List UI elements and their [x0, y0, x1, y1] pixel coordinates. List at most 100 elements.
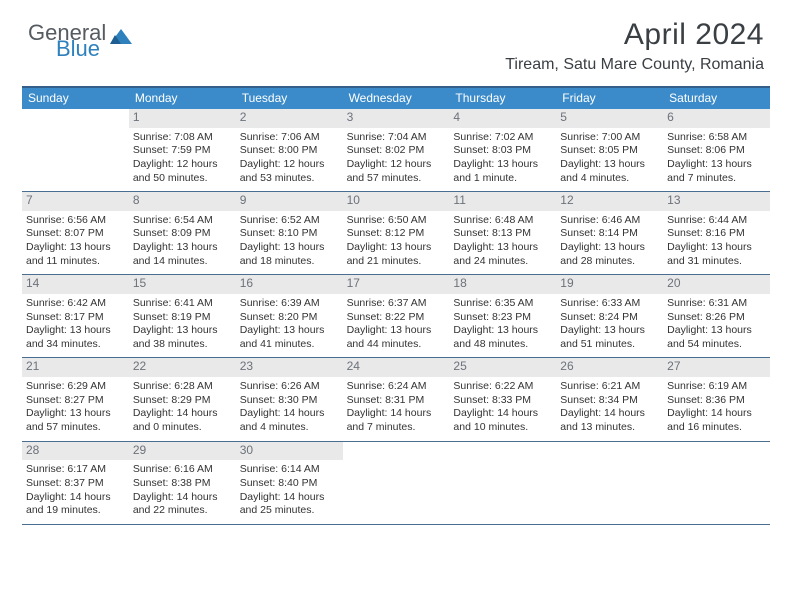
- daylight1-text: Daylight: 13 hours: [453, 324, 552, 338]
- day-cell: 30Sunrise: 6:14 AMSunset: 8:40 PMDayligh…: [236, 442, 343, 524]
- week-row: 28Sunrise: 6:17 AMSunset: 8:37 PMDayligh…: [22, 442, 770, 525]
- daylight2-text: and 38 minutes.: [133, 338, 232, 352]
- day-cell: 7Sunrise: 6:56 AMSunset: 8:07 PMDaylight…: [22, 192, 129, 274]
- day-number: 8: [129, 192, 236, 211]
- title-block: April 2024 Tiream, Satu Mare County, Rom…: [505, 18, 764, 74]
- page-header: General Blue April 2024 Tiream, Satu Mar…: [0, 0, 792, 78]
- day-number: 20: [663, 275, 770, 294]
- sunset-text: Sunset: 8:06 PM: [667, 144, 766, 158]
- sunrise-text: Sunrise: 6:50 AM: [347, 214, 446, 228]
- daylight1-text: Daylight: 13 hours: [133, 241, 232, 255]
- daylight1-text: Daylight: 13 hours: [133, 324, 232, 338]
- daylight1-text: Daylight: 13 hours: [667, 324, 766, 338]
- sunset-text: Sunset: 8:16 PM: [667, 227, 766, 241]
- daylight1-text: Daylight: 14 hours: [560, 407, 659, 421]
- sunrise-text: Sunrise: 7:02 AM: [453, 131, 552, 145]
- daylight1-text: Daylight: 13 hours: [347, 324, 446, 338]
- daylight2-text: and 7 minutes.: [667, 172, 766, 186]
- day-cell: 21Sunrise: 6:29 AMSunset: 8:27 PMDayligh…: [22, 358, 129, 440]
- daylight1-text: Daylight: 14 hours: [347, 407, 446, 421]
- day-number: 16: [236, 275, 343, 294]
- day-number: 6: [663, 109, 770, 128]
- daylight1-text: Daylight: 13 hours: [560, 241, 659, 255]
- day-number: 10: [343, 192, 450, 211]
- daylight2-text: and 31 minutes.: [667, 255, 766, 269]
- daylight2-text: and 14 minutes.: [133, 255, 232, 269]
- sunrise-text: Sunrise: 6:35 AM: [453, 297, 552, 311]
- sunrise-text: Sunrise: 6:54 AM: [133, 214, 232, 228]
- logo-triangle-icon: [110, 26, 134, 51]
- daylight2-text: and 48 minutes.: [453, 338, 552, 352]
- daylight1-text: Daylight: 14 hours: [26, 491, 125, 505]
- day-cell: 17Sunrise: 6:37 AMSunset: 8:22 PMDayligh…: [343, 275, 450, 357]
- day-cell: 23Sunrise: 6:26 AMSunset: 8:30 PMDayligh…: [236, 358, 343, 440]
- day-cell: [449, 442, 556, 524]
- sunrise-text: Sunrise: 7:00 AM: [560, 131, 659, 145]
- daylight1-text: Daylight: 13 hours: [453, 158, 552, 172]
- sunrise-text: Sunrise: 6:22 AM: [453, 380, 552, 394]
- sunset-text: Sunset: 8:27 PM: [26, 394, 125, 408]
- sunrise-text: Sunrise: 6:16 AM: [133, 463, 232, 477]
- sunrise-text: Sunrise: 6:46 AM: [560, 214, 659, 228]
- day-header: Friday: [556, 88, 663, 109]
- daylight1-text: Daylight: 13 hours: [26, 241, 125, 255]
- day-number: 13: [663, 192, 770, 211]
- sunrise-text: Sunrise: 7:08 AM: [133, 131, 232, 145]
- day-number: 27: [663, 358, 770, 377]
- sunrise-text: Sunrise: 6:41 AM: [133, 297, 232, 311]
- daylight2-text: and 4 minutes.: [240, 421, 339, 435]
- sunset-text: Sunset: 8:31 PM: [347, 394, 446, 408]
- day-header-row: SundayMondayTuesdayWednesdayThursdayFrid…: [22, 88, 770, 109]
- daylight2-text: and 25 minutes.: [240, 504, 339, 518]
- day-number: 2: [236, 109, 343, 128]
- daylight2-text: and 10 minutes.: [453, 421, 552, 435]
- daylight1-text: Daylight: 13 hours: [240, 324, 339, 338]
- day-header: Tuesday: [236, 88, 343, 109]
- day-cell: [556, 442, 663, 524]
- daylight1-text: Daylight: 12 hours: [347, 158, 446, 172]
- day-header: Thursday: [449, 88, 556, 109]
- day-number: 11: [449, 192, 556, 211]
- sunset-text: Sunset: 8:14 PM: [560, 227, 659, 241]
- logo-text-wrap: General Blue: [28, 22, 106, 60]
- daylight2-text: and 0 minutes.: [133, 421, 232, 435]
- sunset-text: Sunset: 8:00 PM: [240, 144, 339, 158]
- daylight2-text: and 11 minutes.: [26, 255, 125, 269]
- day-cell: 10Sunrise: 6:50 AMSunset: 8:12 PMDayligh…: [343, 192, 450, 274]
- sunset-text: Sunset: 8:12 PM: [347, 227, 446, 241]
- day-number: 15: [129, 275, 236, 294]
- daylight1-text: Daylight: 13 hours: [240, 241, 339, 255]
- sunset-text: Sunset: 8:24 PM: [560, 311, 659, 325]
- sunset-text: Sunset: 8:17 PM: [26, 311, 125, 325]
- daylight1-text: Daylight: 12 hours: [240, 158, 339, 172]
- location-subtitle: Tiream, Satu Mare County, Romania: [505, 56, 764, 74]
- daylight2-text: and 34 minutes.: [26, 338, 125, 352]
- day-cell: 22Sunrise: 6:28 AMSunset: 8:29 PMDayligh…: [129, 358, 236, 440]
- day-cell: 18Sunrise: 6:35 AMSunset: 8:23 PMDayligh…: [449, 275, 556, 357]
- sunrise-text: Sunrise: 6:24 AM: [347, 380, 446, 394]
- week-row: 14Sunrise: 6:42 AMSunset: 8:17 PMDayligh…: [22, 275, 770, 358]
- sunrise-text: Sunrise: 6:26 AM: [240, 380, 339, 394]
- day-header: Sunday: [22, 88, 129, 109]
- day-cell: 16Sunrise: 6:39 AMSunset: 8:20 PMDayligh…: [236, 275, 343, 357]
- sunrise-text: Sunrise: 7:04 AM: [347, 131, 446, 145]
- sunrise-text: Sunrise: 6:37 AM: [347, 297, 446, 311]
- daylight2-text: and 41 minutes.: [240, 338, 339, 352]
- day-number: 14: [22, 275, 129, 294]
- sunset-text: Sunset: 8:34 PM: [560, 394, 659, 408]
- sunset-text: Sunset: 8:40 PM: [240, 477, 339, 491]
- day-cell: 25Sunrise: 6:22 AMSunset: 8:33 PMDayligh…: [449, 358, 556, 440]
- day-cell: 27Sunrise: 6:19 AMSunset: 8:36 PMDayligh…: [663, 358, 770, 440]
- day-cell: 24Sunrise: 6:24 AMSunset: 8:31 PMDayligh…: [343, 358, 450, 440]
- sunset-text: Sunset: 8:29 PM: [133, 394, 232, 408]
- day-cell: 29Sunrise: 6:16 AMSunset: 8:38 PMDayligh…: [129, 442, 236, 524]
- daylight2-text: and 18 minutes.: [240, 255, 339, 269]
- sunrise-text: Sunrise: 6:56 AM: [26, 214, 125, 228]
- sunrise-text: Sunrise: 6:44 AM: [667, 214, 766, 228]
- day-number: 17: [343, 275, 450, 294]
- sunset-text: Sunset: 8:26 PM: [667, 311, 766, 325]
- sunset-text: Sunset: 8:37 PM: [26, 477, 125, 491]
- daylight1-text: Daylight: 12 hours: [133, 158, 232, 172]
- daylight2-text: and 16 minutes.: [667, 421, 766, 435]
- sunrise-text: Sunrise: 6:33 AM: [560, 297, 659, 311]
